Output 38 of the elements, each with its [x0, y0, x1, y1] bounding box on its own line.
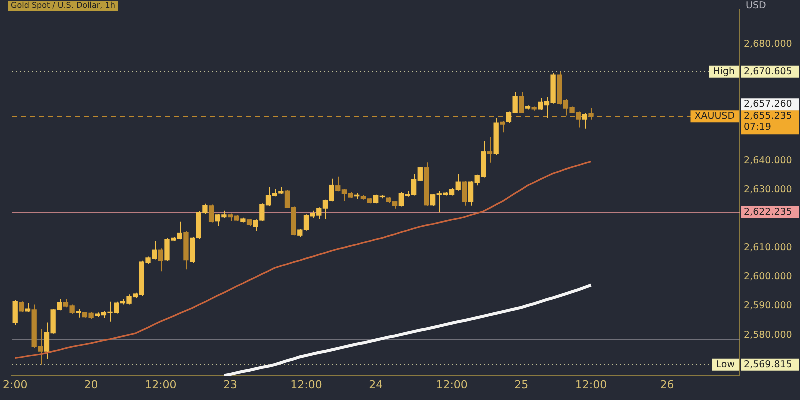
annotation: High — [713, 66, 736, 78]
y-tick-label: 2,640.000 — [744, 155, 792, 166]
y-tick-label: 2,580.000 — [744, 330, 792, 341]
y-axis-title: USD — [746, 0, 766, 12]
y-tick-label: 2,630.000 — [744, 184, 792, 196]
candlestick — [462, 180, 468, 206]
x-tick-label: 23 — [224, 378, 238, 392]
x-tick-label: 26 — [660, 378, 674, 392]
candlestick — [588, 108, 594, 120]
text: 2,657.260 — [744, 99, 792, 110]
y-tick-label: 2,680.000 — [744, 39, 792, 50]
candlestick — [487, 136, 493, 164]
y-tick-label: 2,610.000 — [744, 242, 792, 254]
x-tick-label: 12:00 — [290, 378, 322, 392]
candlestick — [12, 300, 18, 326]
candlestick — [500, 120, 506, 134]
annotation: XAUUSD — [694, 111, 736, 122]
candlestick — [19, 301, 24, 313]
ref-line-label: 2,670.605 — [744, 66, 792, 78]
candlestick — [582, 112, 588, 130]
ref-line-label: 2,622.235 — [744, 206, 792, 218]
x-tick-label: 2:00 — [3, 378, 28, 392]
y-tick-label: 2,590.000 — [744, 300, 792, 312]
x-tick-label: 24 — [369, 378, 384, 392]
candlestick — [519, 92, 524, 114]
x-tick-label: 12:00 — [575, 378, 608, 392]
x-tick-label: 25 — [514, 378, 529, 392]
ref-line-label: 2,655.235 — [744, 111, 792, 122]
x-tick-label: 12:00 — [145, 378, 177, 392]
y-tick-label: 2,600.000 — [744, 272, 792, 283]
chart-title: Gold Spot / U.S. Dollar, 1h — [11, 1, 116, 10]
x-tick-label: 20 — [84, 378, 98, 392]
ref-line-label: 2,569.815 — [744, 359, 792, 370]
text: 07:19 — [744, 122, 772, 134]
candlestick — [208, 204, 214, 224]
x-tick-label: 12:00 — [436, 378, 468, 392]
candlestick — [158, 248, 164, 272]
annotation: Low — [716, 359, 736, 370]
